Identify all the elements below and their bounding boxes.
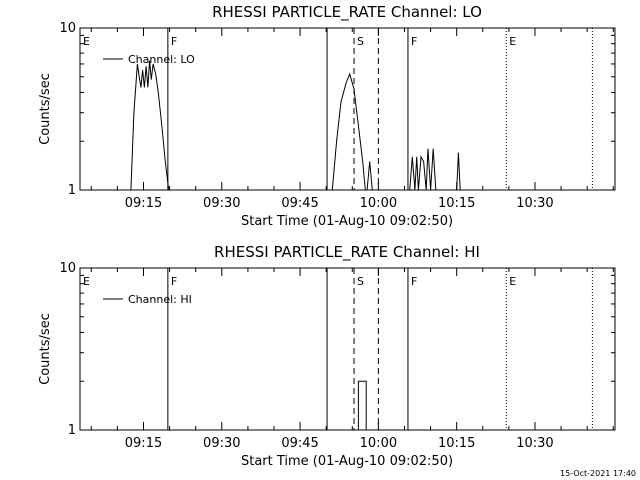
- panel-hi-x-tick-label: 09:30: [203, 436, 240, 451]
- panel-hi-series-line: [357, 380, 367, 430]
- panel-lo-title: RHESSI PARTICLE_RATE Channel: LO: [212, 3, 482, 22]
- panel-hi-series: [357, 380, 367, 430]
- panel-hi: RHESSI PARTICLE_RATE Channel: HI Counts/…: [38, 243, 616, 469]
- panel-lo-legend-label: Channel: LO: [128, 53, 195, 66]
- panel-hi-y-ticks: 1 10: [59, 261, 615, 438]
- panel-hi-x-tick-label: 10:15: [438, 436, 475, 451]
- panel-lo-x-tick-label: 09:15: [125, 196, 162, 211]
- panel-hi-x-tick-label: 09:45: [281, 436, 318, 451]
- panel-lo-ylabel: Counts/sec: [38, 73, 53, 145]
- panel-lo-legend: Channel: LO: [103, 53, 195, 66]
- panel-lo-x-tick-label: 10:30: [516, 196, 553, 211]
- panel-lo-y-ticks: 1 10: [59, 21, 615, 198]
- footer-timestamp: 15-Oct-2021 17:40: [560, 469, 636, 478]
- panel-lo-x-ticks: 09:15 09:30 09:45 10:00 10:15 10:30: [90, 28, 614, 211]
- panel-hi-x-tick-label: 09:15: [125, 436, 162, 451]
- panel-lo-series: [130, 60, 461, 191]
- panel-lo-series-line: [130, 60, 461, 191]
- panel-hi-y-tick-label: 1: [68, 423, 76, 438]
- panel-hi-legend-label: Channel: HI: [128, 293, 192, 306]
- panel-lo-xlabel: Start Time (01-Aug-10 09:02:50): [241, 214, 453, 229]
- panel-hi-marker-label: F: [171, 275, 177, 288]
- panel-hi-title: RHESSI PARTICLE_RATE Channel: HI: [214, 243, 480, 262]
- panel-hi-marker-label: F: [411, 275, 417, 288]
- panel-lo: RHESSI PARTICLE_RATE Channel: LO Counts/…: [38, 3, 616, 229]
- panel-hi-marker-label: E: [83, 275, 90, 288]
- panel-hi-legend: Channel: HI: [103, 293, 192, 306]
- panel-lo-marker-label: E: [83, 35, 90, 48]
- panel-lo-x-tick-label: 09:30: [203, 196, 240, 211]
- panel-hi-xlabel: Start Time (01-Aug-10 09:02:50): [241, 454, 453, 469]
- panel-hi-marker-label: S: [357, 275, 364, 288]
- panel-hi-y-tick-label: 10: [59, 261, 76, 276]
- panel-lo-marker-label: F: [171, 35, 177, 48]
- panel-lo-y-tick-label: 1: [68, 183, 76, 198]
- panel-lo-x-tick-label: 09:45: [281, 196, 318, 211]
- panel-lo-marker-label: F: [411, 35, 417, 48]
- panel-hi-x-tick-label: 10:00: [360, 436, 397, 451]
- panel-hi-ylabel: Counts/sec: [38, 313, 53, 385]
- panel-hi-x-ticks: 09:15 09:30 09:45 10:00 10:15 10:30: [90, 268, 614, 451]
- panel-hi-marker-label: E: [509, 275, 516, 288]
- panel-lo-marker-label: E: [509, 35, 516, 48]
- panel-hi-x-tick-label: 10:30: [516, 436, 553, 451]
- panel-lo-marker-label: S: [357, 35, 364, 48]
- panel-lo-x-tick-label: 10:00: [360, 196, 397, 211]
- panel-lo-x-tick-label: 10:15: [438, 196, 475, 211]
- panel-lo-y-tick-label: 10: [59, 21, 76, 36]
